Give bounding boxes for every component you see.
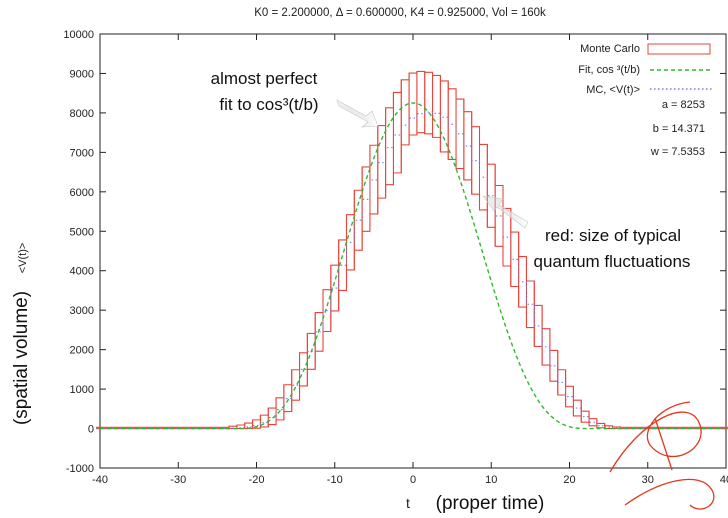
plot-frame: [99, 33, 727, 469]
monte-carlo-lower-line: [96, 132, 728, 430]
y-axis: -1000 0 1000 2000 3000 4000 5000 6000 7000 8000 90…: [63, 29, 726, 475]
y-tick-label: 10000: [63, 29, 94, 41]
annotation-fluct-line1: red: size of typical: [545, 226, 681, 245]
x-tick-label: -20: [249, 474, 265, 486]
legend: Monte Carlo Fit, cos ³(t/b) MC, <V(t)> a…: [578, 43, 712, 158]
y-tick-label: 8000: [70, 108, 94, 120]
fit-param-b: b = 14.371: [653, 123, 705, 135]
y-tick-label: 9000: [70, 68, 94, 80]
x-tick-label: 30: [642, 474, 654, 486]
monte-carlo-upper-line: [96, 70, 728, 428]
x-tick-label: -30: [170, 474, 186, 486]
annotation-arrow-fluct: [482, 195, 529, 229]
x-axis-label-t: t: [406, 495, 410, 511]
legend-swatch-monte-carlo: [647, 43, 711, 55]
y-tick-label: 1000: [70, 384, 94, 396]
annotation-fit-line2: fit to cos³(t/b): [219, 95, 318, 114]
monte-carlo-lower-series: [96, 132, 728, 430]
logo-watermark: [609, 401, 715, 510]
y-tick-label: 7000: [70, 147, 94, 159]
annotation-fit-line1: almost perfect: [211, 69, 318, 88]
fit-param-w: w = 7.5353: [650, 146, 705, 158]
y-tick-label: 4000: [70, 266, 94, 278]
annotation-arrow-fit: [336, 99, 379, 128]
x-tick-label: -10: [327, 474, 343, 486]
fit-param-a: a = 8253: [662, 99, 705, 111]
x-axis: -40 -30 -20 -10 0 10 20 30 40: [92, 34, 728, 486]
x-tick-label: -40: [92, 474, 108, 486]
y-tick-label: 6000: [70, 187, 94, 199]
legend-label-fit: Fit, cos ³(t/b): [578, 64, 640, 76]
x-tick-label: 40: [720, 474, 728, 486]
y-tick-label: 5000: [70, 226, 94, 238]
y-tick-label: 2000: [70, 345, 94, 357]
fit-curve-line: [100, 102, 726, 430]
y-tick-label: 3000: [70, 305, 94, 317]
x-tick-label: 0: [410, 474, 416, 486]
annotation-fluct-line2: quantum fluctuations: [534, 252, 691, 271]
y-tick-label: 0: [88, 424, 94, 436]
y-axis-label: (spatial volume): [11, 291, 32, 425]
y-tick-label: -1000: [66, 463, 94, 475]
chart-title: K0 = 2.200000, Δ = 0.600000, K4 = 0.9250…: [254, 7, 546, 19]
legend-label-mean: MC, <V(t)>: [586, 84, 640, 96]
fit-curve-series: [100, 102, 726, 430]
monte-carlo-upper-series: [96, 70, 728, 429]
x-tick-label: 10: [485, 474, 497, 486]
x-axis-label: (proper time): [436, 493, 545, 514]
legend-label-monte-carlo: Monte Carlo: [580, 43, 640, 55]
x-tick-label: 20: [563, 474, 575, 486]
y-axis-label-small: <V(t)>: [17, 243, 29, 274]
